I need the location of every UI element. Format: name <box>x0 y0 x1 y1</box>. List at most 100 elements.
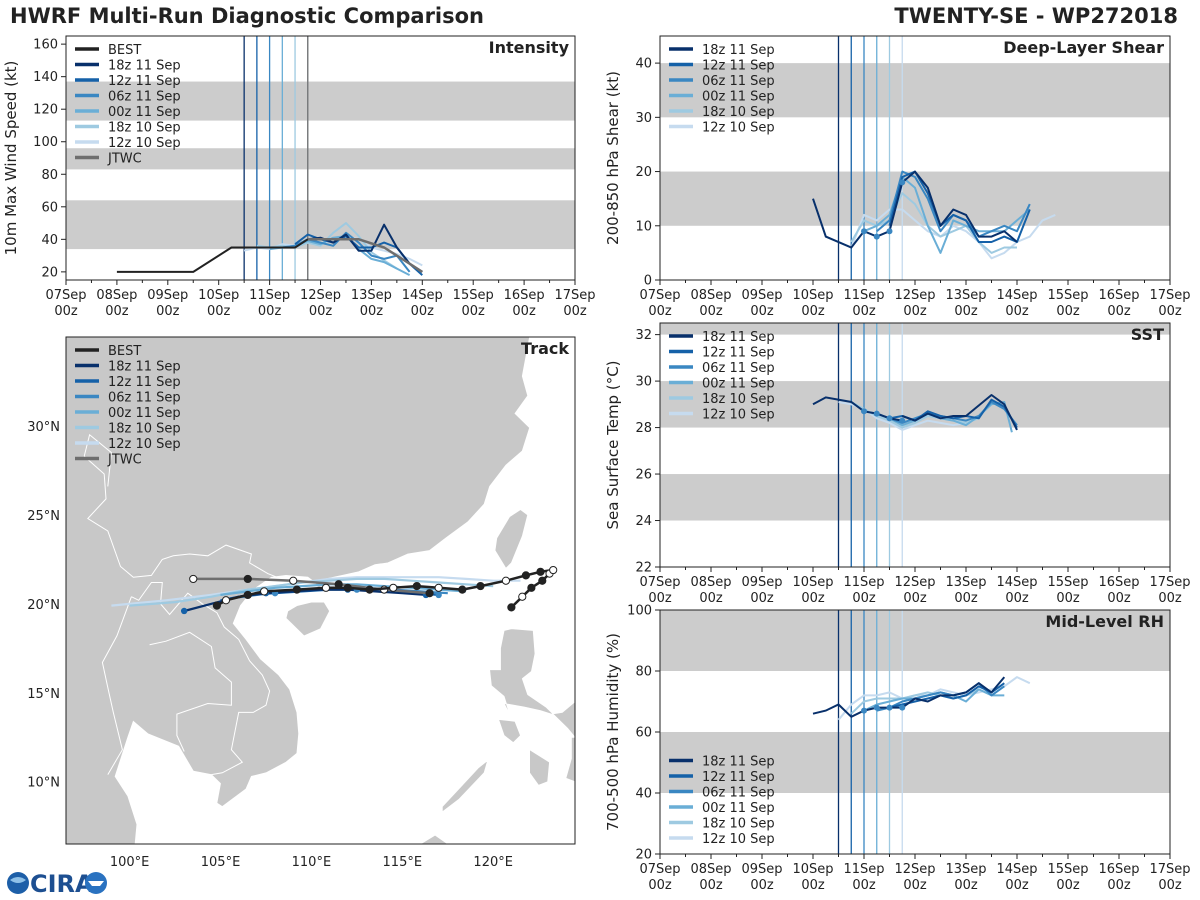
legend-label: 06z 11 Sep <box>702 786 775 801</box>
lon-tick-label: 115°E <box>383 855 423 870</box>
y-tick-label: 40 <box>41 233 58 248</box>
legend-label: 18z 10 Sep <box>108 121 181 136</box>
x-tick-label: 14Sep <box>996 575 1037 590</box>
x-tick-label: 00z <box>1158 878 1182 893</box>
y-tick-label: 20 <box>635 848 652 863</box>
best-track-marker <box>412 581 421 591</box>
track-panel: 100°E 105°E 110°E 115°E 120°E 10°N 15°N 20°N 25°… <box>27 336 576 870</box>
x-tick-label: 07Sep <box>639 575 680 590</box>
x-tick-label: 10Sep <box>198 288 239 303</box>
best-track-marker <box>221 596 231 605</box>
country-border <box>83 455 278 578</box>
x-tick-label: 14Sep <box>996 862 1037 877</box>
hainan-island <box>285 601 331 637</box>
best-marker <box>899 417 906 424</box>
shaded-band <box>660 732 1170 793</box>
x-tick-label: 10Sep <box>792 575 833 590</box>
y-tick-label: 30 <box>635 111 652 126</box>
x-tick-label: 16Sep <box>1098 288 1139 303</box>
best-track-marker <box>507 603 516 612</box>
x-tick-label: 00z <box>105 304 129 319</box>
x-tick-label: 09Sep <box>741 288 782 303</box>
x-tick-label: 00z <box>852 304 876 319</box>
series-line <box>901 394 1018 431</box>
lon-tick-label: 105°E <box>201 855 241 870</box>
legend-label: 06z 11 Sep <box>108 90 181 105</box>
x-tick-label: 00z <box>1107 878 1131 893</box>
taiwan-island <box>494 509 529 569</box>
x-tick-label: 00z <box>648 304 672 319</box>
country-border <box>131 582 271 776</box>
y-tick-label: 120 <box>33 103 58 118</box>
best-track-marker <box>501 576 511 585</box>
x-tick-label: 08Sep <box>96 288 137 303</box>
x-tick-label: 00z <box>648 878 672 893</box>
x-tick-label: 00z <box>699 878 723 893</box>
x-tick-label: 00z <box>1158 304 1182 319</box>
best-track-marker <box>212 601 221 610</box>
shaded-band <box>66 200 575 250</box>
panel-title: Track <box>521 339 569 358</box>
shear-panel: 07Sep00z08Sep00z09Sep00z10Sep00z11Sep00z… <box>604 35 1191 319</box>
x-tick-label: 10Sep <box>792 288 833 303</box>
shaded-band <box>660 610 1170 671</box>
globe-highlight <box>10 877 26 883</box>
x-tick-label: 00z <box>1005 591 1029 606</box>
y-axis-label: 700-500 hPa Humidity (%) <box>604 633 622 831</box>
best-marker <box>886 415 893 422</box>
best-track-marker <box>365 585 374 594</box>
y-tick-label: 28 <box>635 421 652 436</box>
series-line <box>901 170 1018 243</box>
y-tick-label: 80 <box>635 665 652 680</box>
best-track-marker <box>389 583 398 592</box>
x-tick-label: 00z <box>1056 304 1080 319</box>
best-track-marker <box>343 583 352 592</box>
x-tick-label: 17Sep <box>1149 862 1190 877</box>
map-frame <box>65 336 576 845</box>
x-tick-label: 00z <box>411 304 435 319</box>
y-axis-label: 10m Max Wind Speed (kt) <box>2 61 20 256</box>
cira-logo: CIRA <box>7 870 107 898</box>
y-axis-label: 200-850 hPa Shear (kt) <box>604 71 622 245</box>
y-tick-label: 140 <box>33 70 58 85</box>
x-tick-label: 00z <box>512 304 536 319</box>
x-tick-label: 00z <box>309 304 333 319</box>
x-tick-label: 07Sep <box>639 288 680 303</box>
legend-label: 06z 11 Sep <box>702 361 775 376</box>
legend-label: 12z 11 Sep <box>108 74 181 89</box>
x-tick-label: 13Sep <box>351 288 392 303</box>
legend-label: 00z 11 Sep <box>108 105 181 120</box>
x-tick-label: 12Sep <box>894 575 935 590</box>
x-tick-label: 00z <box>954 878 978 893</box>
y-tick-label: 100 <box>627 604 652 619</box>
x-tick-label: 17Sep <box>554 288 595 303</box>
y-tick-label: 40 <box>635 57 652 72</box>
legend-label: 12z 10 Sep <box>108 136 181 151</box>
shaded-band <box>660 323 1170 335</box>
x-tick-label: 00z <box>1107 591 1131 606</box>
y-tick-label: 60 <box>41 200 58 215</box>
x-tick-label: 00z <box>801 591 825 606</box>
legend-label: 12z 11 Sep <box>108 375 181 390</box>
panel-title: Mid-Level RH <box>1045 612 1164 631</box>
x-tick-label: 00z <box>258 304 282 319</box>
x-tick-label: 11Sep <box>843 862 884 877</box>
best-track-marker <box>549 565 558 575</box>
legend-label: 18z 10 Sep <box>702 392 775 407</box>
lon-tick-label: 120°E <box>473 855 513 870</box>
logo-text: CIRA <box>30 870 94 898</box>
forecast-marker <box>435 591 442 599</box>
samar-island <box>565 736 575 783</box>
best-track-marker <box>458 585 467 594</box>
x-tick-label: 07Sep <box>639 862 680 877</box>
panel-title: Intensity <box>489 38 570 57</box>
x-tick-label: 00z <box>852 591 876 606</box>
x-tick-label: 00z <box>750 591 774 606</box>
x-tick-label: 15Sep <box>1047 575 1088 590</box>
legend-label: 00z 11 Sep <box>702 90 775 105</box>
sst-panel: 07Sep00z08Sep00z09Sep00z10Sep00z11Sep00z… <box>604 322 1191 606</box>
x-tick-label: 00z <box>954 591 978 606</box>
y-tick-label: 32 <box>635 328 652 343</box>
jtwc-marker <box>425 589 434 598</box>
